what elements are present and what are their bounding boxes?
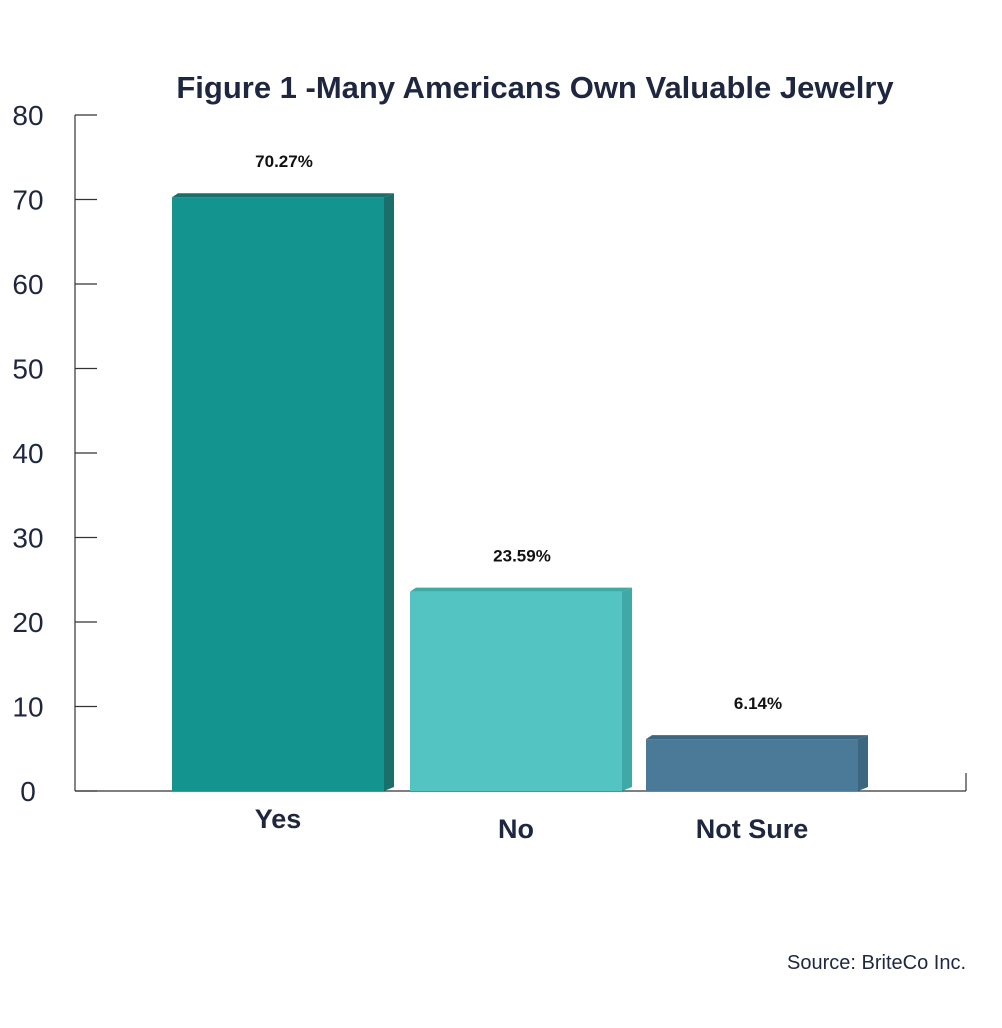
y-tick-label: 80: [12, 100, 43, 131]
x-tick-label: Yes: [255, 804, 302, 834]
bar-front: [410, 591, 622, 791]
x-tick-labels: Yes No Not Sure: [255, 804, 809, 844]
y-tick-label: 20: [12, 607, 43, 638]
bar-not-sure: [646, 735, 868, 791]
bar-side: [384, 193, 394, 791]
bar-no: [410, 587, 632, 791]
y-tick-label: 50: [12, 354, 43, 385]
x-tick-label: No: [498, 814, 534, 844]
data-label: 6.14%: [734, 694, 782, 713]
y-tick-label: 30: [12, 523, 43, 554]
y-tick-label: 10: [12, 692, 43, 723]
bar-side: [858, 735, 868, 791]
source-note: Source: BriteCo Inc.: [787, 952, 966, 974]
y-tick-label: 40: [12, 438, 43, 469]
x-tick-label: Not Sure: [696, 814, 809, 844]
chart-title: Figure 1 -Many Americans Own Valuable Je…: [176, 70, 894, 105]
y-tick-label: 60: [12, 269, 43, 300]
data-label: 23.59%: [493, 547, 551, 566]
bar-top: [172, 193, 394, 198]
bar-front: [646, 739, 858, 791]
bars: [172, 193, 868, 791]
bar-top: [410, 587, 632, 592]
bar-top: [646, 735, 868, 740]
bar-yes: [172, 193, 394, 791]
data-label: 70.27%: [255, 152, 313, 171]
y-tick-labels: 0 10 20 30 40 50 60 70 80: [12, 100, 97, 807]
bar-side: [622, 587, 632, 791]
bar-front: [172, 197, 384, 791]
y-tick-label: 0: [20, 776, 36, 807]
y-tick-label: 70: [12, 185, 43, 216]
data-labels: 70.27% 23.59% 6.14%: [255, 152, 782, 713]
